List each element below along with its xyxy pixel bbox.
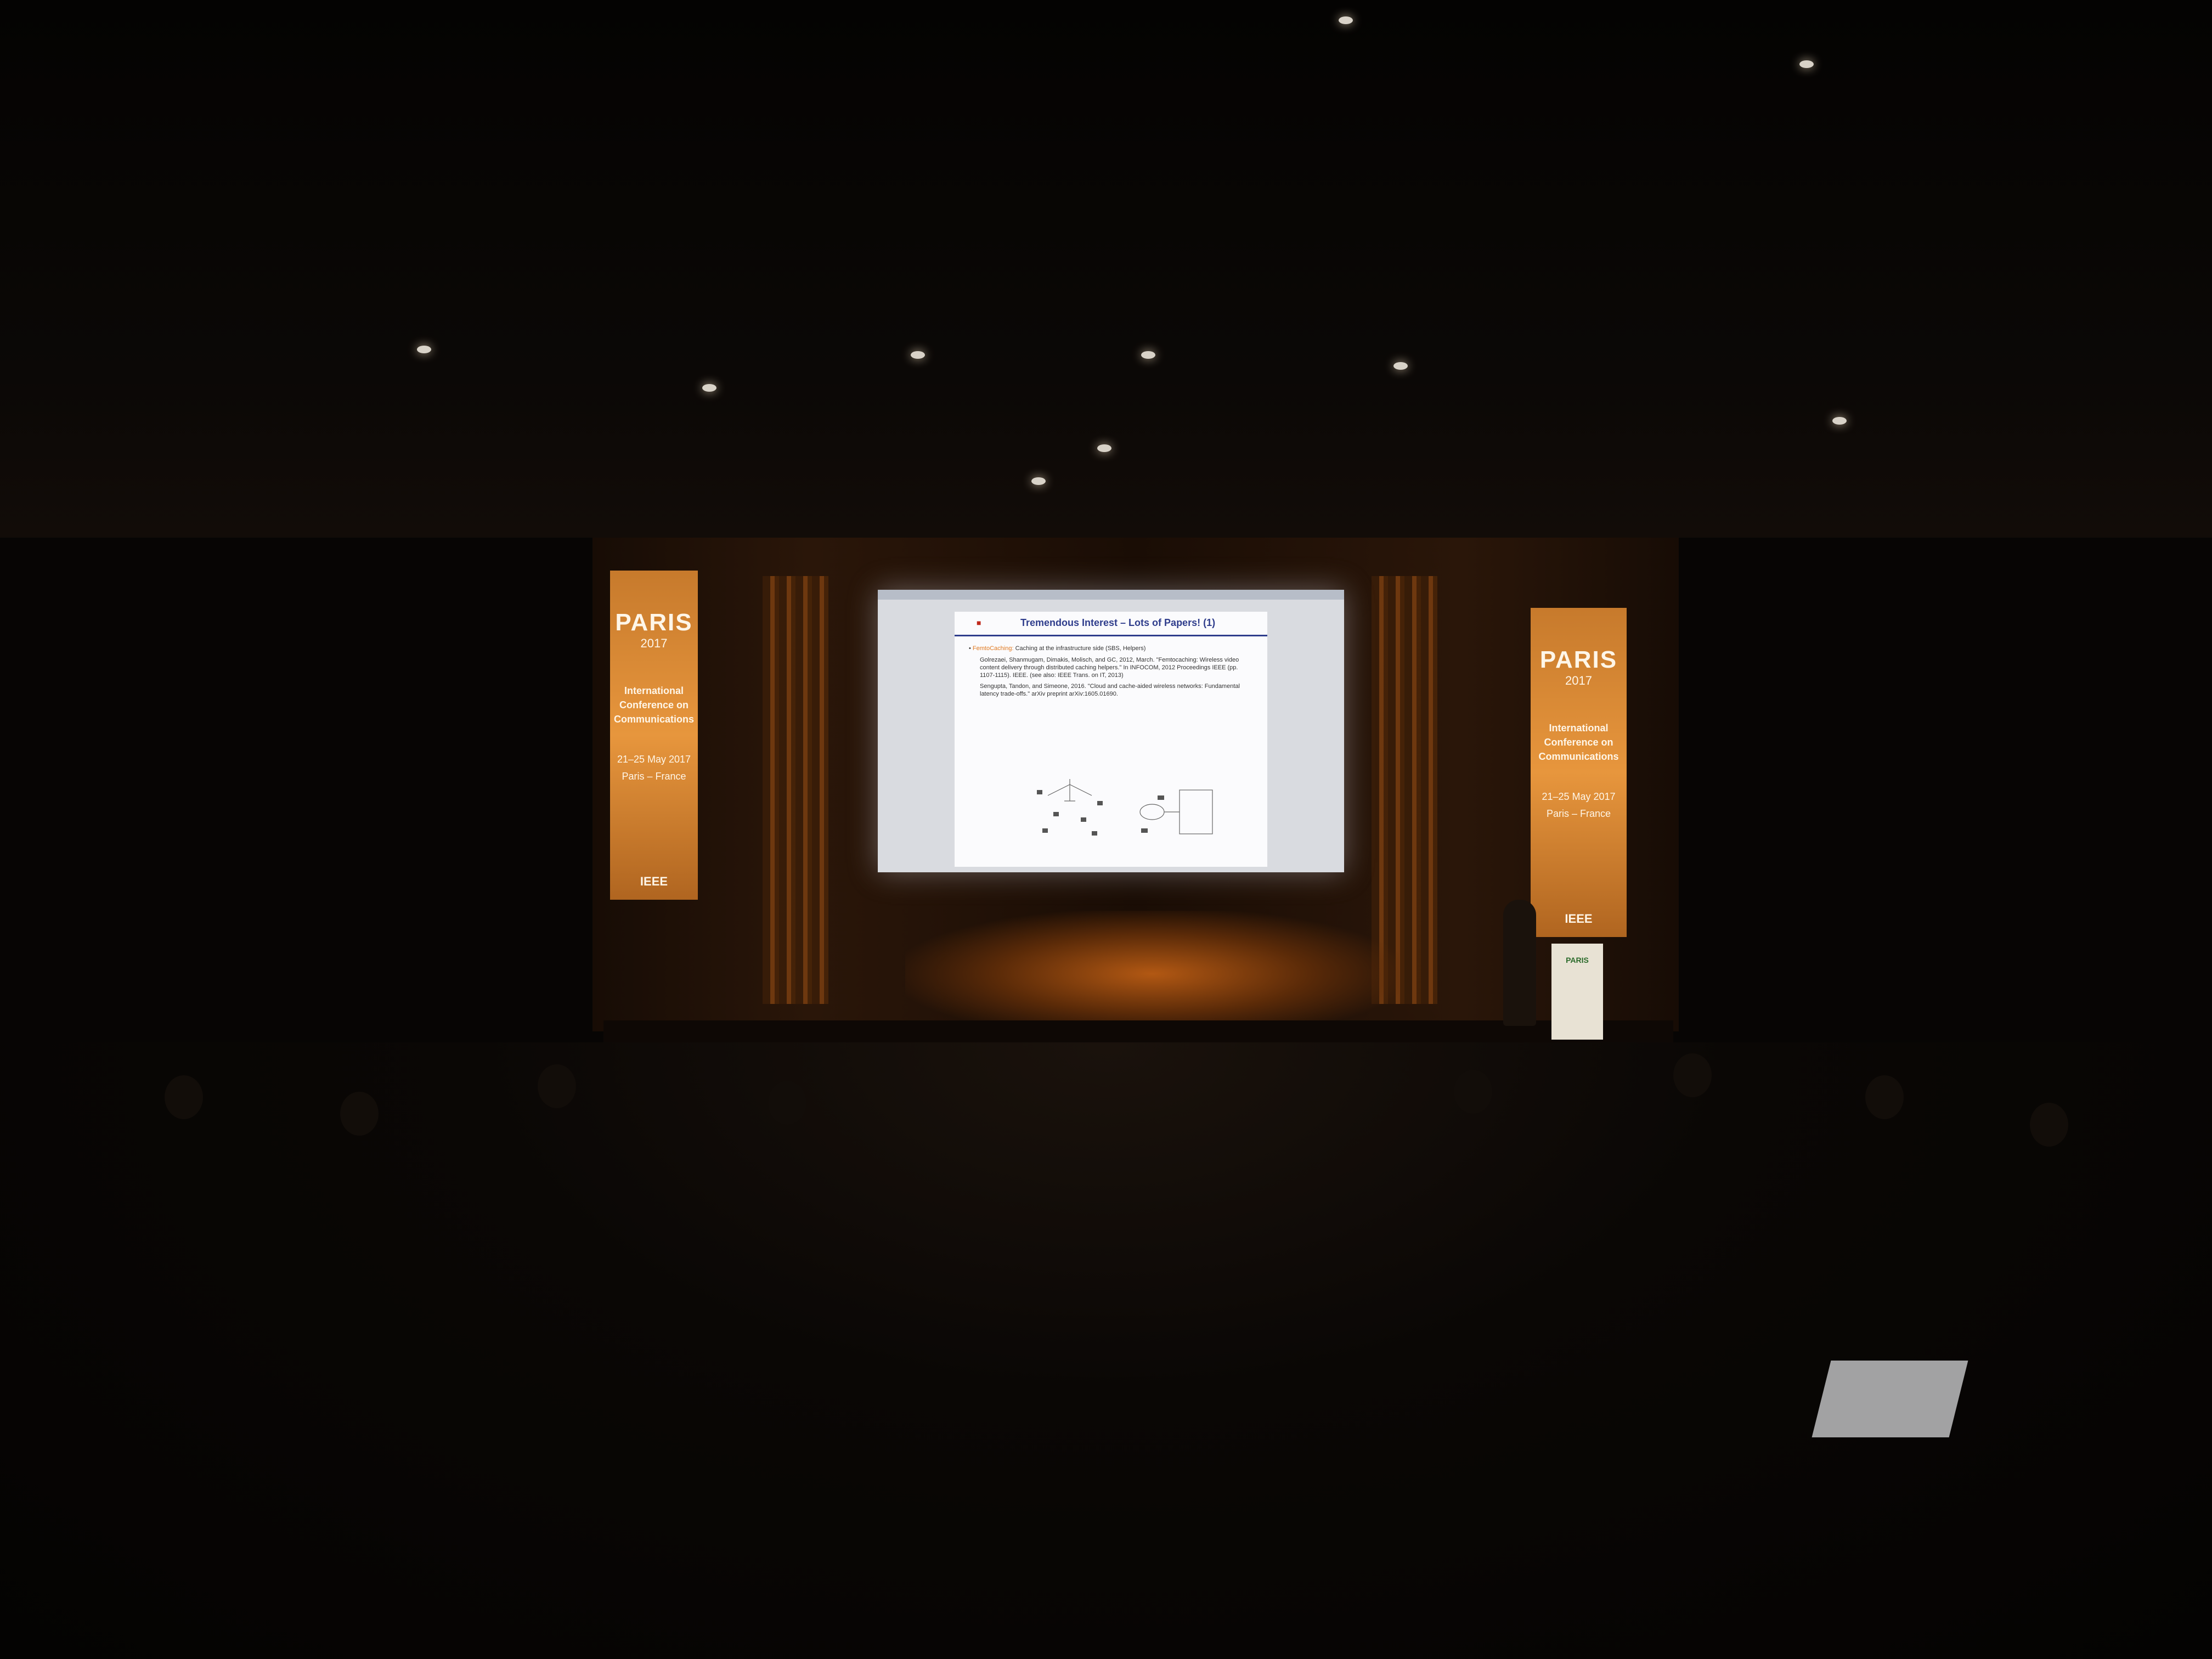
speaker-silhouette (1503, 900, 1536, 1026)
reference-item: Sengupta, Tandon, and Simeone, 2016. "Cl… (980, 683, 1240, 697)
banner-dates: 21–25 May 2017 (617, 754, 691, 765)
banner-city: Paris – France (622, 771, 686, 782)
stage-uplight-glow (905, 911, 1399, 1037)
ieee-logo: IEEE (640, 874, 668, 888)
ceiling-light (417, 346, 431, 353)
banner-city: Paris – France (1546, 808, 1611, 819)
audience-member (165, 1075, 203, 1119)
presentation-slide: ■ Tremendous Interest – Lots of Papers! … (955, 612, 1267, 867)
banner-year: 2017 (640, 636, 668, 650)
slide-title: Tremendous Interest – Lots of Papers! (1… (1020, 617, 1216, 628)
ceiling-light (1799, 60, 1814, 68)
banner-right: PARIS 2017 International Conference on C… (1531, 608, 1627, 937)
ceiling-light (702, 384, 716, 392)
audience-member (538, 1064, 576, 1108)
bullet-text: Caching at the infrastructure side (SBS,… (1015, 645, 1146, 652)
ceiling-light (911, 351, 925, 359)
slide-header: ■ Tremendous Interest – Lots of Papers! … (955, 612, 1267, 636)
banner-dates: 21–25 May 2017 (1542, 791, 1616, 802)
ceiling-light (1832, 417, 1847, 425)
pdf-viewer-toolbar (878, 590, 1344, 600)
slide-main-bullet: • FemtoCaching: Caching at the infrastru… (969, 645, 1253, 652)
laptop-screen (1812, 1361, 1968, 1437)
university-logo-icon: ■ (977, 618, 981, 627)
ceiling-light (1141, 351, 1155, 359)
ieee-logo: IEEE (1565, 912, 1593, 926)
audience-member (2030, 1103, 2068, 1147)
reference-item: Golrezaei, Shanmugam, Dimakis, Molisch, … (980, 657, 1239, 679)
slide-body: • FemtoCaching: Caching at the infrastru… (955, 636, 1267, 707)
banner-logo: PARIS (615, 609, 693, 636)
audience-member (768, 1081, 806, 1125)
banner-logo: PARIS (1539, 646, 1618, 673)
bullet-highlight: FemtoCaching: (972, 645, 1014, 652)
slide-footer (955, 858, 1267, 867)
ceiling-light (1339, 16, 1353, 24)
ceiling-light (1031, 477, 1046, 485)
ceiling-light (1393, 362, 1408, 370)
banner-conference-name: International Conference on Communicatio… (1538, 723, 1619, 762)
ceiling (0, 0, 2212, 538)
bullet-icon: • (969, 645, 971, 652)
lectern: PARIS (1551, 944, 1603, 1040)
ceiling-light (1097, 444, 1111, 452)
audience-member (340, 1092, 379, 1136)
banner-conference-name: International Conference on Communicatio… (613, 685, 694, 725)
banner-left: PARIS 2017 International Conference on C… (610, 571, 698, 900)
network-diagram-figure (1037, 779, 1213, 836)
banner-year: 2017 (1565, 674, 1592, 687)
audience-member (1454, 1070, 1492, 1114)
audience-seating (0, 1042, 2212, 1659)
curtain-left (763, 576, 828, 1004)
audience-member (1673, 1053, 1712, 1097)
audience-member (1865, 1075, 1904, 1119)
lectern-logo: PARIS (1566, 956, 1589, 964)
projection-screen: ■ Tremendous Interest – Lots of Papers! … (878, 590, 1344, 872)
